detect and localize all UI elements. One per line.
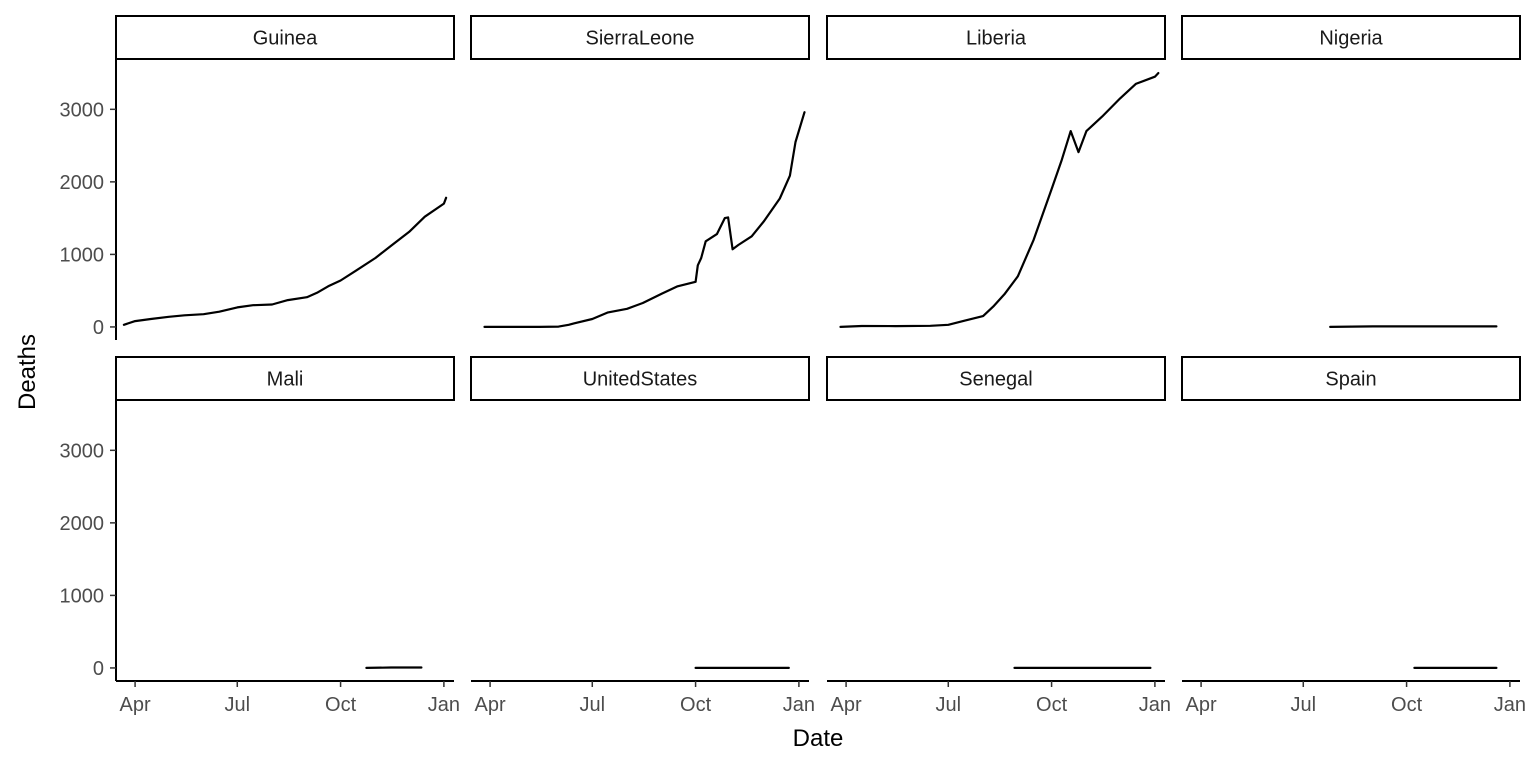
- facet-strip-label: Nigeria: [1319, 28, 1383, 50]
- x-tick-label: Jul: [224, 694, 250, 716]
- y-tick-label: 1000: [60, 585, 105, 607]
- y-tick-label: 2000: [60, 513, 105, 535]
- facet-panel-unitedstates: UnitedStates Apr Jul Oct Jan: [470, 356, 815, 716]
- facet-strip: [826, 15, 1166, 60]
- facet-strip: [1181, 356, 1521, 401]
- facet-strip-label: SierraLeone: [586, 28, 695, 50]
- facet-strip: [470, 356, 810, 401]
- y-tick-label: 3000: [60, 99, 105, 121]
- facet-panel-sierraleone: SierraLeone: [470, 15, 810, 328]
- facet-strip-label: Mali: [267, 369, 304, 391]
- facet-strip: [115, 356, 455, 401]
- facet-strip-label: Senegal: [959, 369, 1032, 391]
- x-tick-label: Apr: [831, 694, 862, 716]
- y-axis-title: Deaths: [14, 334, 41, 410]
- x-tick-label: Jul: [579, 694, 605, 716]
- x-tick-label: Oct: [1391, 694, 1423, 716]
- facet-panels: Guinea 0 1000 2000 3000 SierraLeone Liberia Nig…: [60, 15, 1526, 716]
- x-tick-label: Jan: [783, 694, 815, 716]
- facet-strip-label: Guinea: [253, 28, 318, 50]
- x-tick-label: Apr: [120, 694, 151, 716]
- facet-strip: [115, 15, 455, 60]
- facet-strip-label: UnitedStates: [583, 369, 698, 391]
- facet-panel-liberia: Liberia: [826, 15, 1166, 328]
- x-axis-title: Date: [793, 725, 844, 752]
- x-tick-label: Apr: [1186, 694, 1217, 716]
- series-line-nigeria: [1329, 325, 1498, 328]
- series-line-sierraleone: [483, 111, 806, 328]
- x-tick-label: Jan: [1139, 694, 1171, 716]
- x-tick-label: Oct: [325, 694, 357, 716]
- x-tick-label: Jul: [1290, 694, 1316, 716]
- facet-panel-spain: Spain Apr Jul Oct Jan: [1181, 356, 1526, 716]
- facet-strip-label: Liberia: [966, 28, 1027, 50]
- facet-panel-mali: Mali 0 1000 2000 3000 Apr Jul Oct Jan: [60, 356, 460, 716]
- series-line-guinea: [122, 196, 448, 326]
- y-tick-label: 0: [93, 658, 104, 680]
- x-tick-label: Oct: [680, 694, 712, 716]
- y-tick-label: 0: [93, 317, 104, 339]
- y-tick-label: 2000: [60, 172, 105, 194]
- facet-panel-guinea: Guinea 0 1000 2000 3000: [60, 15, 455, 340]
- facet-strip-label: Spain: [1325, 369, 1376, 391]
- x-tick-label: Jan: [1494, 694, 1526, 716]
- y-tick-label: 1000: [60, 244, 105, 266]
- x-tick-label: Apr: [475, 694, 506, 716]
- facet-strip: [1181, 15, 1521, 60]
- x-tick-label: Jan: [428, 694, 460, 716]
- facet-panel-nigeria: Nigeria: [1181, 15, 1521, 328]
- facet-strip: [826, 356, 1166, 401]
- series-line-liberia: [839, 71, 1160, 328]
- x-tick-label: Oct: [1036, 694, 1068, 716]
- facet-panel-senegal: Senegal Apr Jul Oct Jan: [826, 356, 1171, 716]
- facet-strip: [470, 15, 810, 60]
- x-tick-label: Jul: [935, 694, 961, 716]
- y-tick-label: 3000: [60, 440, 105, 462]
